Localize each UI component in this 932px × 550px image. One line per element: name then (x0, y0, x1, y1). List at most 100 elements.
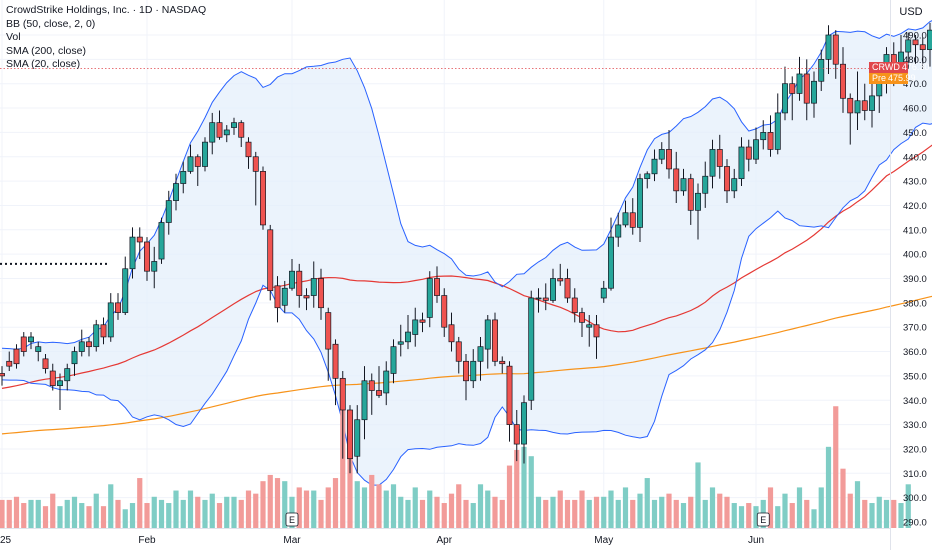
candle (782, 66, 788, 121)
candle (608, 217, 614, 291)
candle (296, 263, 303, 308)
volume-bar (717, 493, 723, 528)
candle (702, 161, 709, 208)
candle (492, 312, 498, 367)
candle-body (245, 141, 252, 158)
y-tick-label: 380.0 (903, 298, 927, 309)
candle (637, 173, 643, 242)
candle-body (310, 278, 317, 296)
volume-bar (601, 496, 607, 528)
volume-bar (593, 496, 600, 528)
candle (919, 37, 926, 70)
indicator-sma20[interactable]: SMA (20, close) (6, 58, 81, 70)
y-tick-label: 410.0 (903, 225, 927, 236)
last-price-symbol: CRWD (872, 62, 900, 72)
candle-body (760, 132, 767, 141)
candle-body (42, 358, 49, 369)
sma-20-line (1, 144, 932, 389)
candle-body (354, 419, 361, 457)
candle-body (455, 341, 462, 362)
candle (622, 200, 629, 228)
candle (695, 183, 701, 240)
y-tick-label: 360.0 (903, 347, 927, 358)
candle-body (774, 112, 781, 150)
candle (455, 336, 462, 374)
candle-body (796, 73, 803, 94)
candle-body (854, 100, 861, 114)
candle (180, 161, 187, 194)
indicator-sma200[interactable]: SMA (200, close) (6, 44, 86, 57)
volume-bar (702, 499, 708, 528)
volume-bar (100, 506, 107, 528)
candle (774, 93, 781, 155)
volume-bar (477, 484, 484, 528)
y-tick-label: 290.0 (903, 518, 927, 529)
candle-body (6, 360, 13, 367)
volume-bar (528, 456, 534, 528)
volume-bar (129, 503, 136, 528)
volume-bar (463, 499, 469, 528)
x-axis-ticks: 25 Feb Mar Apr May Jun (0, 535, 764, 546)
y-tick-label: 340.0 (903, 396, 927, 407)
earnings-marker-box (756, 512, 770, 527)
y-tick-label: 320.0 (903, 444, 927, 455)
candle-body (49, 370, 56, 386)
candle (912, 35, 919, 65)
candle-body (521, 402, 527, 445)
volume-bar (724, 496, 730, 528)
volume-bar (862, 499, 868, 528)
volume-bar (456, 484, 462, 528)
bollinger-band-fill (2, 20, 932, 486)
volume-bar (151, 496, 157, 528)
candle (745, 139, 752, 172)
candle (354, 405, 361, 474)
candle-body (441, 295, 448, 328)
candle (506, 361, 513, 442)
candle-body (332, 343, 339, 379)
volume-bar (108, 484, 114, 528)
candle-body (368, 380, 375, 391)
candle (840, 47, 846, 113)
candle-body (303, 295, 310, 299)
candle (419, 312, 426, 333)
candle (49, 363, 56, 391)
volume-bar (492, 496, 498, 528)
candle (811, 71, 817, 118)
y-tick-label: 300.0 (903, 493, 927, 504)
candle-body (629, 212, 636, 228)
indicator-bb[interactable]: BB (50, close, 2, 0) (6, 17, 96, 30)
candle (136, 227, 143, 260)
candle-body (35, 346, 42, 352)
candle (658, 142, 665, 165)
candle (165, 190, 172, 235)
candle-body (281, 287, 288, 306)
currency-label[interactable]: USD (899, 6, 923, 18)
volume-bar (898, 503, 904, 528)
candle-body (390, 346, 397, 374)
volume-bar (811, 509, 817, 528)
candle-body (448, 324, 455, 343)
indicator-volume[interactable]: Vol (6, 31, 21, 43)
candle (347, 405, 353, 474)
candle (477, 336, 484, 381)
candle (564, 268, 571, 303)
volume-bar (659, 496, 665, 528)
volume-bar (883, 499, 890, 528)
volume-bar (231, 496, 237, 528)
candle-body (20, 336, 27, 352)
symbol-title[interactable]: CrowdStrike Holdings, Inc. · 1D · NASDAQ (6, 4, 207, 16)
candle (847, 93, 854, 145)
candle (731, 168, 738, 199)
volume-bar (637, 493, 643, 528)
candle-body (405, 331, 411, 343)
candle-body (470, 360, 477, 382)
candle-body (194, 156, 201, 167)
candle-body (339, 377, 346, 411)
candle (20, 332, 27, 357)
candle-body (274, 285, 281, 309)
candle-body (434, 278, 440, 296)
volume-bar (209, 493, 215, 528)
volume-bar (572, 499, 578, 528)
